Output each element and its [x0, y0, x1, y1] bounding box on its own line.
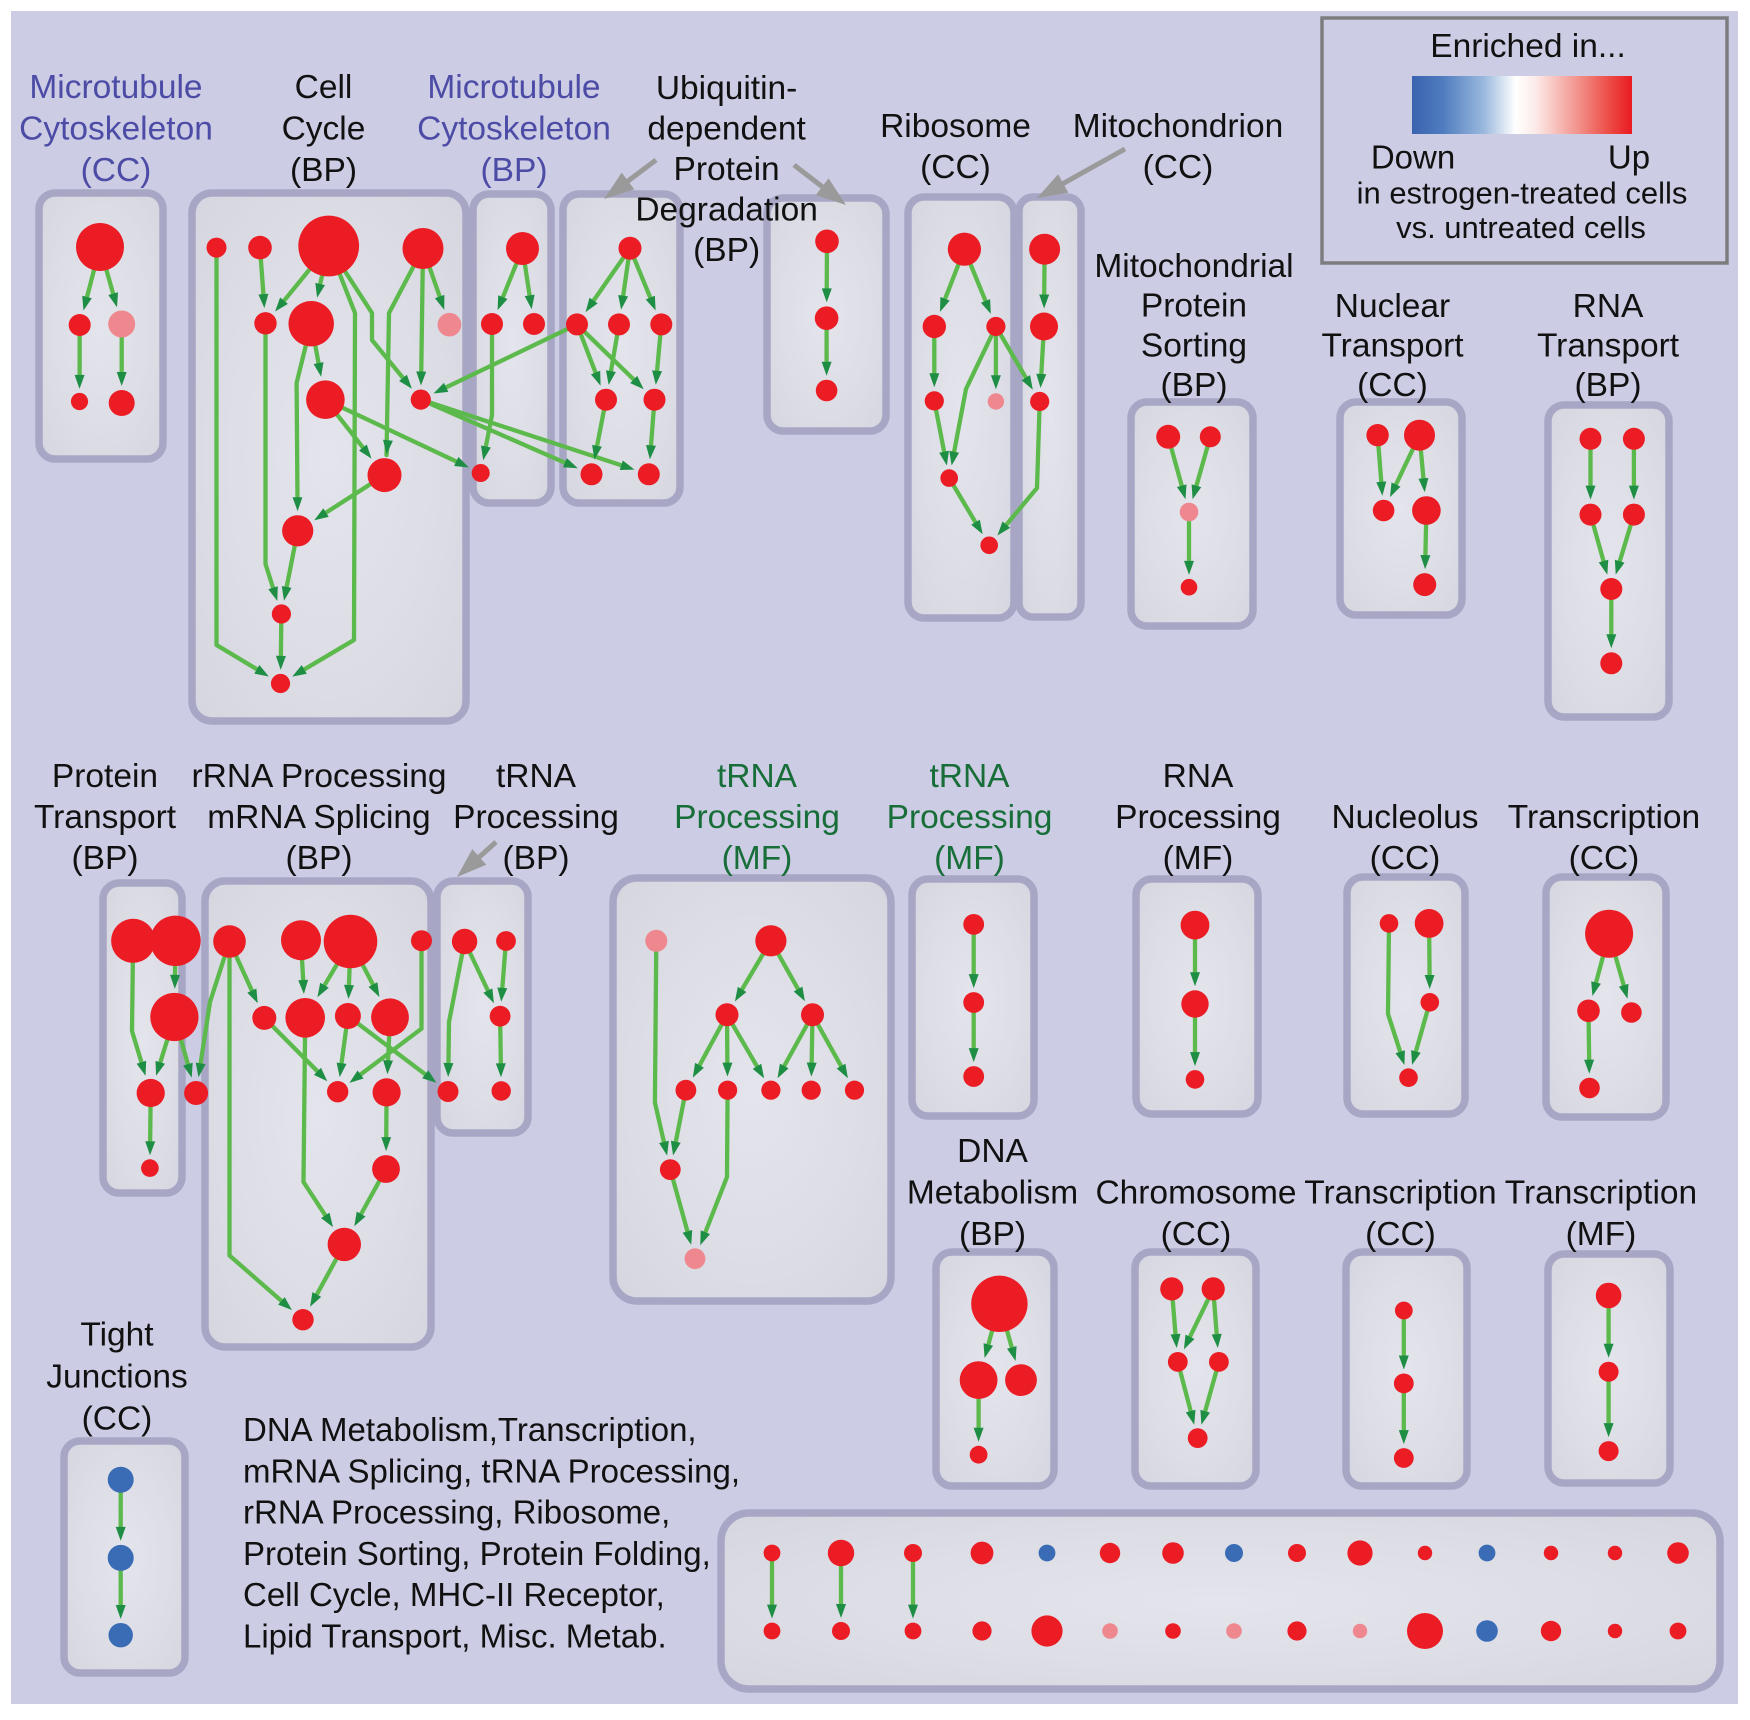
svg-text:Protein: Protein [52, 758, 158, 795]
svg-text:(BP): (BP) [290, 152, 357, 189]
svg-text:(CC): (CC) [1143, 149, 1214, 186]
svg-text:Cycle: Cycle [282, 111, 366, 148]
svg-text:Up: Up [1608, 139, 1650, 176]
svg-text:tRNA: tRNA [496, 758, 577, 795]
svg-text:Transcription: Transcription [1508, 799, 1700, 836]
svg-text:Transport: Transport [1537, 328, 1680, 365]
svg-text:(MF): (MF) [1163, 840, 1234, 877]
svg-text:(BP): (BP) [503, 840, 570, 877]
svg-text:Ribosome: Ribosome [880, 108, 1031, 145]
svg-text:Protein Sorting, Protein Foldi: Protein Sorting, Protein Folding, [243, 1535, 711, 1572]
svg-text:Protein: Protein [674, 151, 780, 188]
svg-text:rRNA Processing, Ribosome,: rRNA Processing, Ribosome, [243, 1494, 670, 1531]
svg-text:(CC): (CC) [1161, 1216, 1232, 1253]
svg-text:Tight: Tight [80, 1317, 154, 1354]
svg-text:in estrogen-treated cells: in estrogen-treated cells [1357, 176, 1688, 211]
svg-text:Transport: Transport [1321, 328, 1464, 365]
svg-text:Degradation: Degradation [635, 192, 818, 229]
svg-text:Protein: Protein [1141, 288, 1247, 325]
svg-text:Microtubule: Microtubule [427, 69, 600, 106]
svg-text:Metabolism: Metabolism [907, 1175, 1078, 1212]
svg-text:DNA Metabolism,Transcription,: DNA Metabolism,Transcription, [243, 1411, 697, 1448]
svg-text:Processing: Processing [1115, 799, 1281, 836]
svg-text:(BP): (BP) [72, 840, 139, 877]
svg-text:Cell Cycle, MHC-II Receptor,: Cell Cycle, MHC-II Receptor, [243, 1576, 665, 1613]
svg-text:Processing: Processing [674, 799, 840, 836]
svg-text:Chromosome: Chromosome [1095, 1175, 1296, 1212]
svg-text:Transcription: Transcription [1304, 1175, 1496, 1212]
svg-text:(CC): (CC) [1569, 840, 1640, 877]
svg-text:mRNA Splicing, tRNA Processing: mRNA Splicing, tRNA Processing, [243, 1452, 740, 1489]
svg-text:(BP): (BP) [286, 840, 353, 877]
svg-text:Lipid Transport, Misc. Metab.: Lipid Transport, Misc. Metab. [243, 1618, 667, 1655]
svg-text:DNA: DNA [957, 1133, 1028, 1170]
svg-text:Mitochondrion: Mitochondrion [1073, 108, 1283, 145]
svg-text:RNA: RNA [1573, 288, 1644, 325]
svg-text:vs. untreated cells: vs. untreated cells [1396, 210, 1646, 245]
svg-text:(CC): (CC) [1370, 840, 1441, 877]
svg-text:Down: Down [1371, 139, 1455, 176]
svg-text:Microtubule: Microtubule [29, 69, 202, 106]
svg-text:(CC): (CC) [82, 1401, 153, 1438]
svg-text:Processing: Processing [887, 799, 1053, 836]
svg-text:Ubiquitin-: Ubiquitin- [656, 70, 798, 107]
svg-text:Cytoskeleton: Cytoskeleton [19, 111, 213, 148]
svg-text:(MF): (MF) [934, 840, 1005, 877]
svg-text:Mitochondrial: Mitochondrial [1094, 248, 1293, 285]
svg-text:(MF): (MF) [1566, 1216, 1637, 1253]
svg-text:(CC): (CC) [1365, 1216, 1436, 1253]
svg-text:Transport: Transport [34, 799, 177, 836]
svg-text:(CC): (CC) [81, 152, 152, 189]
svg-text:RNA: RNA [1163, 758, 1234, 795]
svg-text:tRNA: tRNA [717, 758, 798, 795]
svg-text:Enriched in...: Enriched in... [1430, 28, 1626, 65]
svg-text:(BP): (BP) [959, 1216, 1026, 1253]
svg-text:Processing: Processing [453, 799, 619, 836]
svg-text:(BP): (BP) [1575, 367, 1642, 404]
svg-text:Nucleolus: Nucleolus [1331, 799, 1478, 836]
svg-text:mRNA Splicing: mRNA Splicing [207, 799, 430, 836]
svg-text:(BP): (BP) [693, 232, 760, 269]
svg-text:dependent: dependent [647, 111, 806, 148]
svg-text:(MF): (MF) [722, 840, 793, 877]
svg-text:(BP): (BP) [1161, 367, 1228, 404]
svg-text:Cell: Cell [295, 69, 353, 106]
svg-text:Transcription: Transcription [1505, 1175, 1697, 1212]
svg-text:Sorting: Sorting [1141, 327, 1247, 364]
svg-text:tRNA: tRNA [929, 758, 1010, 795]
svg-text:Junctions: Junctions [46, 1359, 188, 1396]
svg-text:(BP): (BP) [481, 152, 548, 189]
svg-text:Cytoskeleton: Cytoskeleton [417, 111, 611, 148]
svg-text:(CC): (CC) [1357, 367, 1428, 404]
svg-text:Nuclear: Nuclear [1335, 288, 1450, 325]
svg-text:rRNA Processing: rRNA Processing [191, 758, 446, 795]
svg-text:(CC): (CC) [920, 149, 991, 186]
